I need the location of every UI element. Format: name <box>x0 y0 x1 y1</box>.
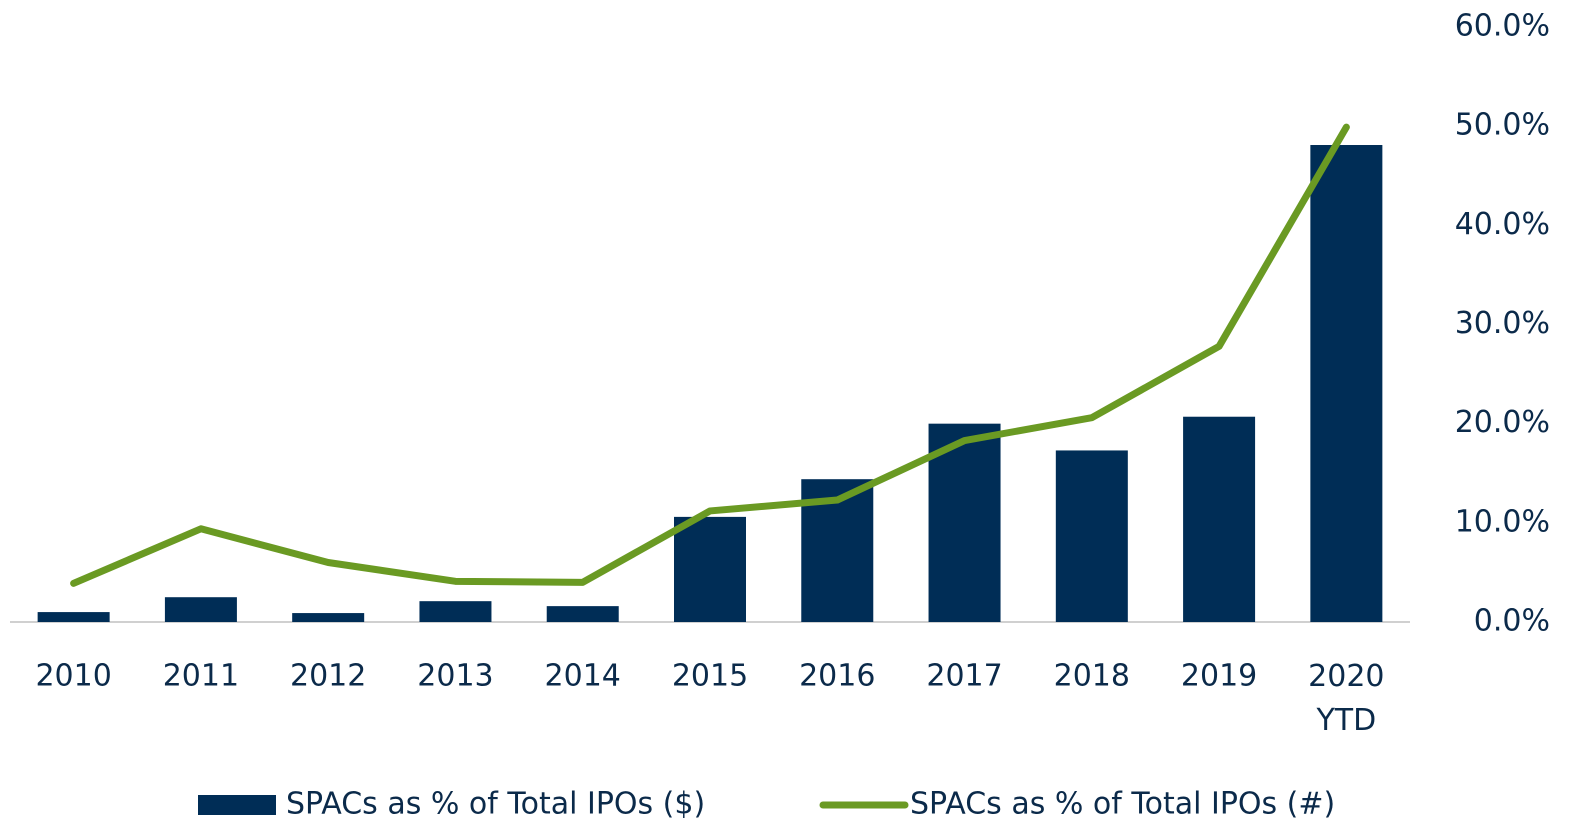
y-tick-label: 20.0% <box>1455 405 1550 440</box>
x-tick-label: 2014 <box>545 659 621 694</box>
bar <box>419 601 492 622</box>
x-tick-label: 2012 <box>290 659 366 694</box>
bar <box>37 612 110 622</box>
x-tick-label-line: 2020 <box>1308 659 1384 694</box>
bar <box>1183 416 1256 622</box>
y-tick-label: 50.0% <box>1455 108 1550 143</box>
x-tick-label: 2011 <box>163 659 239 694</box>
bar <box>1310 145 1383 622</box>
y-tick-label: 60.0% <box>1455 9 1550 44</box>
y-tick-label: 10.0% <box>1455 504 1550 539</box>
bar <box>292 613 365 622</box>
bar <box>674 516 746 622</box>
x-tick-label-line: YTD <box>1315 703 1376 738</box>
x-tick-label: 2013 <box>417 659 493 694</box>
x-tick-label: 2010 <box>35 659 111 694</box>
line <box>70 123 1350 587</box>
x-tick-label: 2016 <box>799 659 875 694</box>
x-tick-label: 2020 YTD <box>1308 659 1384 738</box>
y-tick-label: 40.0% <box>1455 207 1550 242</box>
y-tick-label: 30.0% <box>1455 306 1550 341</box>
legend-swatch <box>198 795 276 815</box>
bar <box>164 597 237 622</box>
y-tick-label: 0.0% <box>1474 604 1550 639</box>
x-tick-label: 2017 <box>926 659 1002 694</box>
bar <box>1055 450 1128 622</box>
x-tick-label: 2019 <box>1181 659 1257 694</box>
legend-label: SPACs as % of Total IPOs (#) <box>910 787 1335 822</box>
bar <box>546 606 619 622</box>
x-tick-label: 2018 <box>1054 659 1130 694</box>
legend-label: SPACs as % of Total IPOs ($) <box>286 787 705 822</box>
bar <box>928 423 1001 622</box>
x-tick-label: 2015 <box>672 659 748 694</box>
